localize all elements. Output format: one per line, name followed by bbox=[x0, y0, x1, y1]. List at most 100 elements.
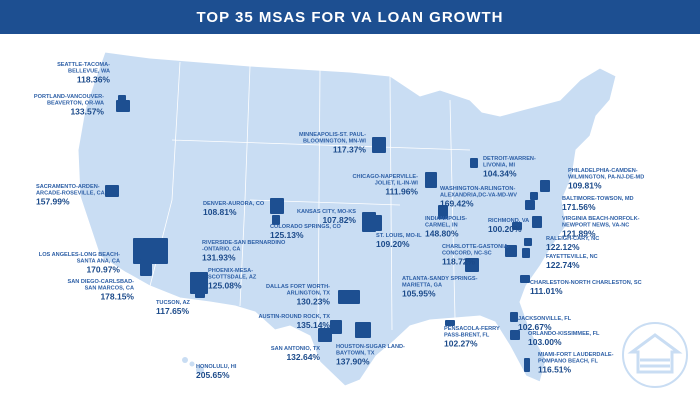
msa-growth: 148.80% bbox=[425, 229, 459, 239]
msa-area bbox=[338, 290, 360, 304]
msa-area bbox=[372, 137, 386, 153]
msa-growth: 132.64% bbox=[286, 352, 320, 362]
msa-name: DALLAS FORT WORTH- bbox=[266, 284, 330, 290]
msa-growth: 118.36% bbox=[77, 75, 111, 85]
msa-name: RICHMOND, VA bbox=[488, 218, 529, 224]
msa-name: PORTLAND-VANCOUVER- bbox=[34, 94, 104, 100]
msa-growth: 121.89% bbox=[562, 229, 596, 239]
msa-growth: 205.65% bbox=[196, 370, 230, 380]
us-map bbox=[77, 51, 617, 387]
msa-name: SCOTTSDALE, AZ bbox=[208, 275, 257, 281]
msa-growth: 111.96% bbox=[385, 187, 418, 197]
msa-area bbox=[195, 290, 205, 298]
msa-name: AUSTIN-ROUND ROCK, TX bbox=[259, 314, 331, 320]
msa-growth: 122.74% bbox=[546, 260, 580, 270]
msa-name: KANSAS CITY, MO-KS bbox=[297, 209, 356, 215]
msa-name: CHICAGO-NAPERVILLE- bbox=[353, 174, 419, 180]
msa-name: SAN ANTONIO, TX bbox=[271, 346, 320, 352]
msa-name: BELLEVUE, WA bbox=[68, 69, 110, 75]
msa-area bbox=[512, 222, 522, 230]
msa-growth: 170.97% bbox=[86, 265, 120, 275]
msa-growth: 103.00% bbox=[528, 337, 562, 347]
msa-name: ALEXANDRIA,DC-VA-MD-WV bbox=[440, 193, 517, 199]
msa-name: INDIANAPOLIS- bbox=[425, 216, 467, 222]
msa-name: SEATTLE-TACOMA- bbox=[57, 62, 110, 68]
msa-area bbox=[525, 200, 535, 210]
msa-name: CHARLESTON-NORTH CHARLESTON, SC bbox=[530, 280, 642, 286]
msa-name: TUCSON, AZ bbox=[156, 300, 191, 306]
msa-growth: 125.08% bbox=[208, 281, 242, 291]
msa-name: MINNEAPOLIS-ST. PAUL- bbox=[299, 132, 366, 138]
msa-growth: 109.20% bbox=[376, 239, 410, 249]
msa-name: -ONTARIO, CA bbox=[202, 247, 240, 253]
msa-area bbox=[532, 216, 542, 228]
msa-name: SACRAMENTO-ARDEN- bbox=[36, 184, 100, 190]
msa-name: HONOLULU, HI bbox=[196, 364, 237, 370]
msa-growth: 104.34% bbox=[483, 169, 517, 179]
logo bbox=[622, 322, 688, 388]
msa-area bbox=[272, 215, 280, 225]
msa-growth: 109.81% bbox=[568, 181, 602, 191]
msa-growth: 169.42% bbox=[440, 199, 474, 209]
msa-name: COLORADO SPRINGS, CO bbox=[270, 224, 342, 230]
msa-area bbox=[522, 248, 530, 258]
msa-name: DENVER-AURORA, CO bbox=[203, 201, 265, 207]
msa-area bbox=[116, 100, 130, 112]
msa-name: ST. LOUIS, MO-IL bbox=[376, 233, 422, 239]
msa-name: SAN DIEGO-CARLSBAD- bbox=[67, 279, 134, 285]
header-band bbox=[0, 0, 700, 34]
msa-name: ATLANTA-SANDY SPRINGS- bbox=[402, 276, 478, 282]
msa-growth: 157.99% bbox=[36, 197, 70, 207]
msa-name: RALEIGH-CARY, NC bbox=[546, 236, 599, 242]
msa-name: CARMEL, IN bbox=[425, 223, 458, 229]
state-lines bbox=[149, 61, 471, 331]
msa-name: MARIETTA, GA bbox=[402, 283, 442, 289]
msa-area bbox=[425, 172, 437, 188]
msa-area bbox=[540, 180, 550, 192]
msa-name: VIRGINIA BEACH-NORFOLK- bbox=[562, 216, 640, 222]
msa-name: FAYETTEVILLE, NC bbox=[546, 254, 598, 260]
msa-name: MIAMI-FORT LAUDERDALE- bbox=[538, 352, 614, 358]
msa-growth: 108.81% bbox=[203, 207, 237, 217]
msa-name: RIVERSIDE-SAN BERNARDINO bbox=[202, 240, 286, 246]
msa-growth: 107.82% bbox=[322, 215, 356, 225]
msa-name: POMPANO BEACH, FL bbox=[538, 359, 598, 365]
msa-name: SAN MARCOS, CA bbox=[85, 286, 134, 292]
msa-name: HOUSTON-SUGAR LAND- bbox=[336, 344, 405, 350]
msa-growth: 122.12% bbox=[546, 242, 580, 252]
msa-area bbox=[190, 272, 208, 294]
msa-name: LIVONIA, MI bbox=[483, 163, 515, 169]
msa-growth: 178.15% bbox=[100, 292, 134, 302]
msa-growth: 137.90% bbox=[336, 357, 370, 367]
msa-name: PHOENIX-MESA- bbox=[208, 268, 253, 274]
msa-growth: 133.57% bbox=[70, 107, 104, 117]
msa-area bbox=[318, 328, 332, 342]
msa-area bbox=[520, 275, 530, 283]
msa-name: BEAVERTON, OR-WA bbox=[47, 101, 104, 107]
msa-growth: 118.72% bbox=[442, 257, 476, 267]
msa-name: ARLINGTON, TX bbox=[287, 291, 331, 297]
msa-area bbox=[445, 320, 455, 326]
msa-name: CHARLOTTE-GASTONIA- bbox=[442, 244, 510, 250]
msa-area bbox=[524, 238, 532, 246]
msa-name: SANTA ANA, CA bbox=[77, 259, 120, 265]
msa-area bbox=[105, 185, 119, 197]
msa-area bbox=[510, 312, 518, 322]
msa-area bbox=[510, 330, 520, 340]
msa-growth: 111.01% bbox=[530, 286, 563, 296]
msa-area bbox=[330, 320, 342, 334]
msa-name: NEWPORT NEWS, VA-NC bbox=[562, 223, 629, 229]
msa-area bbox=[438, 205, 448, 219]
msa-area bbox=[465, 258, 479, 272]
msa-growth: 116.51% bbox=[538, 365, 572, 375]
msa-area bbox=[530, 192, 538, 200]
msa-name: LOS ANGELES-LONG BEACH- bbox=[39, 252, 120, 258]
msa-growth: 102.67% bbox=[518, 322, 552, 332]
msa-growth: 117.65% bbox=[156, 306, 190, 316]
msa-growth: 131.93% bbox=[202, 253, 236, 263]
msa-area bbox=[505, 245, 517, 257]
msa-area bbox=[524, 358, 530, 372]
msa-growth: 105.95% bbox=[402, 289, 436, 299]
